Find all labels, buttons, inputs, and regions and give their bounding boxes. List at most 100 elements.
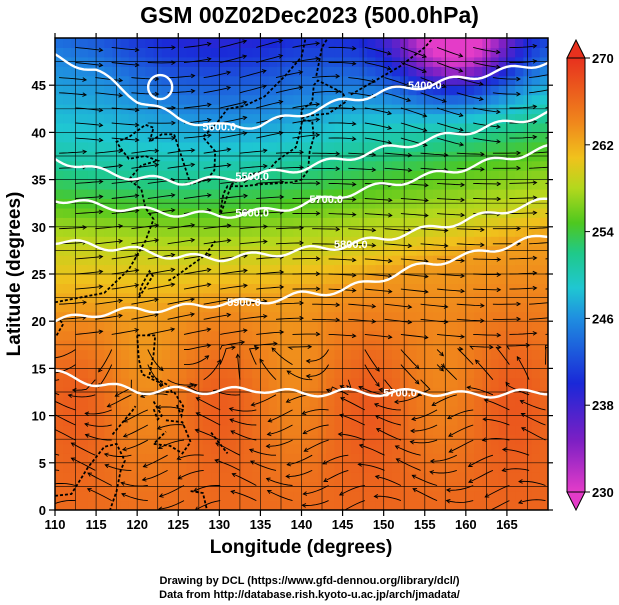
field-cell (449, 113, 459, 124)
field-cell (285, 453, 294, 464)
field-cell (515, 330, 524, 341)
field-cell (137, 377, 146, 388)
streamline-arrow (263, 224, 268, 229)
field-cell (63, 94, 72, 105)
y-tick-label: 25 (32, 267, 46, 282)
field-cell (79, 85, 89, 96)
field-cell (170, 75, 179, 86)
contour-label: 5700.0 (309, 194, 343, 206)
field-cell (252, 491, 261, 502)
field-cell (350, 302, 360, 313)
streamline (157, 406, 185, 411)
field-cell (178, 113, 188, 124)
field-cell (211, 443, 220, 454)
field-cell (301, 94, 311, 105)
contour-5900 (55, 369, 548, 399)
field-cell (408, 453, 418, 464)
field-cell (309, 377, 319, 388)
field-cell (531, 217, 541, 228)
field-cell (474, 500, 483, 510)
field-cell (96, 255, 105, 266)
field-cell (490, 396, 500, 407)
field-cell (490, 406, 500, 417)
field-cell (515, 217, 524, 228)
streamline (147, 268, 175, 275)
streamline (529, 89, 548, 94)
field-cell (170, 472, 179, 483)
field-cell (137, 359, 146, 369)
field-cell (490, 453, 500, 464)
streamline (509, 332, 537, 335)
field-cell (416, 330, 426, 341)
field-cell (63, 226, 72, 237)
field-cell (506, 283, 516, 294)
streamline (219, 346, 236, 365)
field-cell (104, 123, 114, 133)
field-cell (268, 406, 278, 417)
field-cell (490, 264, 500, 275)
field-cell (137, 274, 146, 284)
field-cell (178, 66, 188, 77)
field-cell (408, 123, 418, 133)
field-cell (301, 123, 311, 133)
field-cell (391, 311, 401, 322)
field-cell (424, 396, 434, 407)
field-cell (202, 132, 212, 143)
streamline (400, 333, 428, 339)
field-cell (145, 141, 155, 152)
streamline (396, 458, 421, 471)
field-cell (268, 132, 278, 143)
field-cell (424, 189, 434, 199)
field-cell (465, 47, 475, 58)
streamline (183, 103, 211, 109)
field-cell (424, 94, 434, 105)
field-cell (539, 132, 548, 143)
field-cell (87, 472, 97, 483)
colorbar-tick-label: 270 (592, 51, 614, 66)
field-cell (490, 75, 500, 86)
field-cell (137, 453, 146, 464)
streamline-arrow (266, 431, 272, 437)
field-cell (301, 113, 311, 124)
streamline (143, 454, 168, 468)
field-cell (350, 311, 360, 322)
streamline (529, 302, 548, 305)
streamline (340, 397, 366, 411)
streamline-arrow (142, 463, 148, 468)
field-cell (104, 75, 114, 86)
field-cell (465, 443, 475, 454)
field-cell (408, 443, 418, 454)
field-cell (285, 349, 294, 360)
field-cell (391, 453, 401, 464)
field-cell (433, 311, 442, 322)
field-cell (342, 264, 352, 275)
field-cell (128, 236, 138, 247)
field-cell (457, 396, 467, 407)
streamline-arrow (134, 253, 140, 258)
field-cell (433, 113, 442, 124)
streamline-arrow (478, 96, 484, 102)
field-cell (531, 255, 541, 266)
field-cell (465, 330, 475, 341)
field-cell (145, 189, 155, 199)
field-cell (416, 170, 426, 181)
streamline (167, 298, 195, 305)
field-cell (539, 330, 548, 341)
field-cell (433, 283, 442, 294)
field-cell (128, 396, 138, 407)
field-cell (96, 264, 105, 275)
field-cell (465, 462, 475, 473)
streamline (384, 243, 412, 247)
field-cell (498, 283, 508, 294)
field-cell (227, 66, 237, 77)
field-cell (498, 396, 508, 407)
field-cell (137, 415, 146, 426)
field-cell (416, 132, 426, 143)
streamline-arrow (301, 410, 307, 415)
streamline (95, 240, 123, 245)
field-cell (457, 94, 467, 105)
field-cell (186, 321, 196, 332)
streamline-arrow (98, 269, 104, 275)
streamline (256, 181, 284, 184)
